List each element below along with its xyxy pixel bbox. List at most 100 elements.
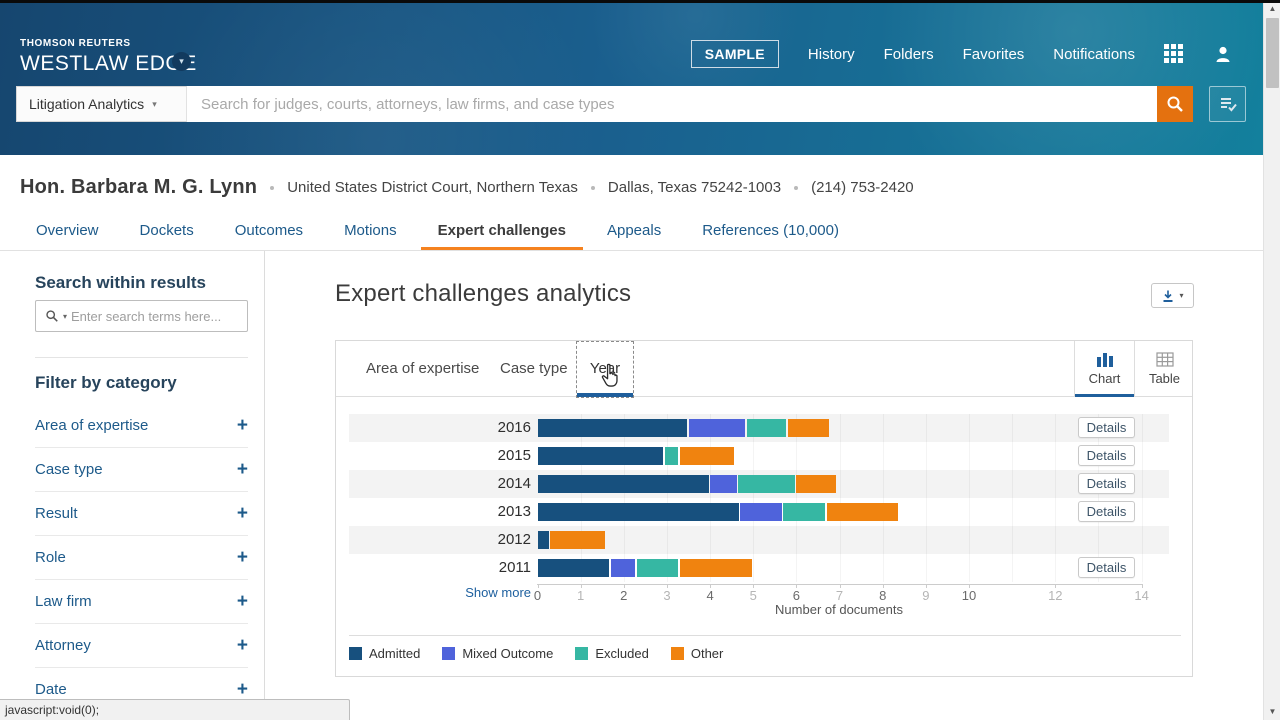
filter-result[interactable]: Result + [35, 491, 248, 535]
details-button-2014[interactable]: Details [1078, 473, 1135, 494]
bar-segment-excluded[interactable] [664, 447, 679, 465]
search-scope-dropdown[interactable]: Litigation Analytics ▾ [16, 86, 187, 122]
tab-outcomes[interactable]: Outcomes [234, 222, 304, 239]
scrollbar-thumb[interactable] [1266, 18, 1279, 88]
expand-plus-icon[interactable]: + [236, 459, 248, 480]
year-label: 2013 [497, 503, 531, 520]
filter-date[interactable]: Date + [35, 667, 248, 711]
bar-segment-admitted[interactable] [537, 559, 610, 577]
x-tick-label: 0 [533, 588, 542, 603]
expand-plus-icon[interactable]: + [236, 414, 248, 436]
gridline [1098, 414, 1100, 582]
chart-row-2012: 2012 [349, 526, 1169, 554]
chart-view-toggle[interactable]: Chart [1074, 341, 1134, 397]
judge-name: Hon. Barbara M. G. Lynn [20, 176, 258, 198]
expand-plus-icon[interactable]: + [236, 591, 248, 612]
x-tick-label: 4 [706, 588, 714, 603]
tab-references-10-000[interactable]: References (10,000) [702, 222, 839, 239]
judge-profile-bar: Hon. Barbara M. G. Lynn United States Di… [20, 176, 914, 199]
filter-law-firm[interactable]: Law firm + [35, 579, 248, 623]
browser-scrollbar[interactable]: ▲ ▼ [1263, 0, 1280, 720]
search-within-results-input[interactable] [71, 308, 238, 324]
top-nav-favorites[interactable]: Favorites [962, 45, 1025, 63]
bar-segment-admitted[interactable] [537, 531, 549, 549]
chart-legend: Admitted Mixed Outcome Excluded Other [349, 646, 723, 661]
advanced-search-button[interactable] [1209, 86, 1246, 122]
bar-segment-excluded[interactable] [636, 559, 679, 577]
bar-chart-icon [1096, 353, 1113, 367]
gridline [1012, 414, 1014, 582]
bar-segment-admitted[interactable] [537, 419, 688, 437]
search-button[interactable] [1157, 86, 1193, 122]
row-stripe [349, 526, 1169, 554]
bar-segment-mixed-outcome[interactable] [610, 559, 636, 577]
westlaw-edge-logo[interactable]: THOMSON REUTERS WESTLAW EDGE [20, 38, 197, 76]
top-nav-history[interactable]: History [807, 45, 855, 63]
x-tick-mark [537, 584, 539, 588]
bar-segment-mixed-outcome[interactable] [740, 503, 782, 521]
bar-segment-other[interactable] [679, 447, 735, 465]
chevron-down-icon[interactable]: ▾ [63, 311, 68, 321]
filter-role[interactable]: Role + [35, 535, 248, 579]
filter-attorney[interactable]: Attorney + [35, 623, 248, 667]
bar-segment-admitted[interactable] [537, 503, 739, 521]
expand-plus-icon[interactable]: + [236, 679, 248, 700]
tab-area-of-expertise[interactable]: Area of expertise [366, 360, 480, 377]
x-tick-mark [969, 584, 970, 588]
details-button-2016[interactable]: Details [1078, 417, 1135, 438]
bar-segment-other[interactable] [826, 503, 899, 521]
search-icon [1167, 96, 1183, 112]
bar-segment-excluded[interactable] [738, 475, 795, 493]
brand-dropdown-caret-icon[interactable]: ▾ [172, 52, 191, 71]
top-nav-notifications[interactable]: Notifications [1053, 45, 1135, 63]
download-button[interactable]: ▾ [1151, 283, 1194, 308]
bar-segment-other[interactable] [679, 559, 752, 577]
filter-label-law-firm: Law firm [35, 593, 92, 610]
details-button-2013[interactable]: Details [1078, 501, 1135, 522]
tab-appeals[interactable]: Appeals [606, 222, 662, 239]
bar-segment-other[interactable] [787, 419, 830, 437]
bar-segment-admitted[interactable] [537, 447, 664, 465]
top-nav-folders[interactable]: Folders [883, 45, 934, 63]
year-label: 2016 [497, 419, 531, 436]
expand-plus-icon[interactable]: + [236, 547, 248, 568]
show-more-link[interactable]: Show more [465, 585, 531, 600]
details-button-2011[interactable]: Details [1078, 557, 1135, 578]
bar-segment-mixed-outcome[interactable] [710, 475, 737, 493]
bar-segment-excluded[interactable] [746, 419, 787, 437]
bar-segment-other[interactable] [796, 475, 836, 493]
x-tick-mark [753, 584, 755, 588]
x-tick-label: 12 [1048, 588, 1063, 603]
details-button-2015[interactable]: Details [1078, 445, 1135, 466]
bar-segment-other[interactable] [550, 531, 606, 549]
tab-case-type[interactable]: Case type [500, 360, 568, 377]
apps-grid-icon[interactable] [1164, 44, 1184, 64]
bar-segment-excluded[interactable] [783, 503, 826, 521]
expand-plus-icon[interactable]: + [236, 635, 248, 656]
scrollbar-down-icon[interactable]: ▼ [1268, 707, 1277, 716]
judge-phone: (214) 753-2420 [811, 179, 914, 196]
filter-area-of-expertise[interactable]: Area of expertise + [35, 403, 248, 447]
user-profile-icon[interactable] [1213, 44, 1233, 64]
tab-overview[interactable]: Overview [36, 222, 99, 239]
top-nav-sample[interactable]: SAMPLE [690, 40, 779, 68]
scrollbar-up-icon[interactable]: ▲ [1268, 4, 1277, 13]
legend-label: Excluded [595, 646, 649, 661]
gridline [666, 414, 668, 582]
bar-segment-mixed-outcome[interactable] [688, 419, 746, 437]
x-tick-mark [1055, 584, 1057, 588]
table-view-toggle[interactable]: Table [1134, 341, 1194, 397]
tab-dockets[interactable]: Dockets [139, 222, 194, 239]
main-search-input[interactable] [187, 86, 1157, 122]
gridline [925, 414, 927, 582]
filter-label-area-of-expertise: Area of expertise [35, 416, 149, 434]
tab-year[interactable]: Year [576, 341, 634, 398]
x-axis-label: Number of documents [775, 602, 903, 617]
filter-category-list: Area of expertise + Case type + Result + Role +… [35, 403, 248, 711]
filter-case-type[interactable]: Case type + [35, 447, 248, 491]
tab-motions[interactable]: Motions [344, 222, 397, 239]
bar-segment-admitted[interactable] [537, 475, 709, 493]
judge-location: Dallas, Texas 75242-1003 [607, 179, 782, 196]
expand-plus-icon[interactable]: + [236, 503, 248, 524]
tab-expert-challenges[interactable]: Expert challenges [420, 212, 584, 251]
